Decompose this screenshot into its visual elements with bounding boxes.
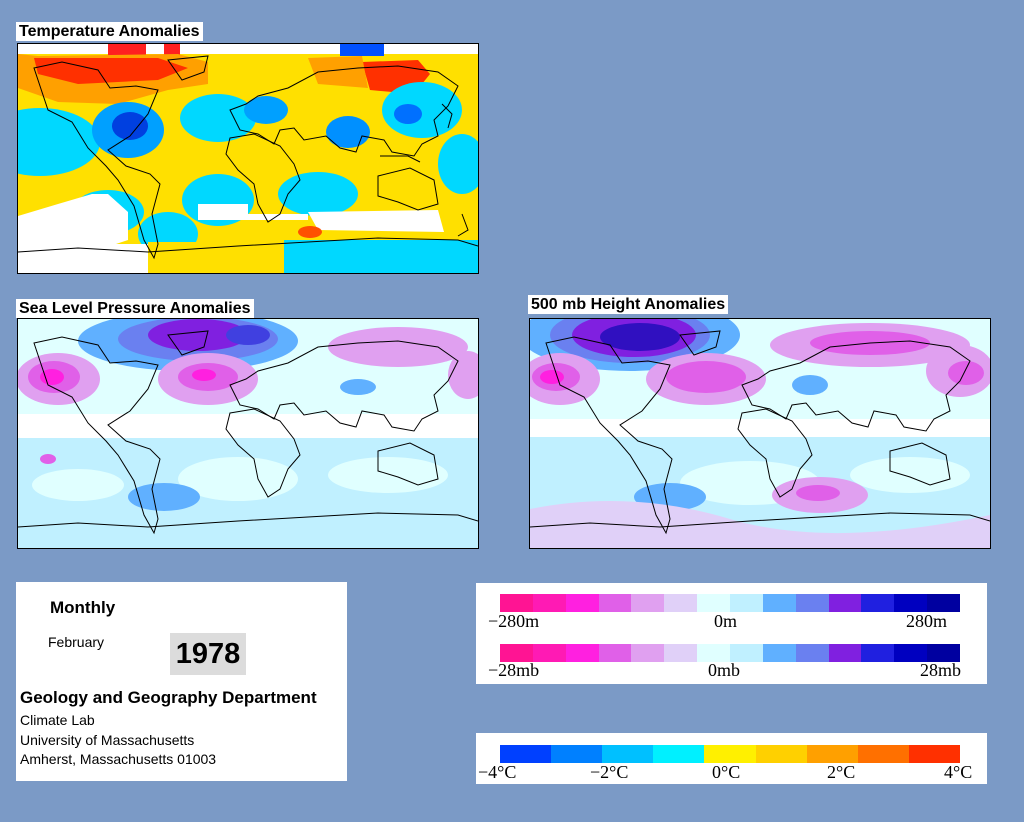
scale-swatch: [795, 644, 829, 662]
scale-swatch: [500, 594, 533, 612]
height-anomaly-field: [530, 319, 990, 548]
frequency-label: Monthly: [50, 598, 116, 617]
temperature-label: 0°C: [712, 762, 741, 782]
scale-swatch: [795, 594, 829, 612]
temperature-label: −2°C: [590, 762, 629, 782]
temperature-color-scale: [500, 745, 960, 763]
lab-name: Climate Lab: [20, 712, 95, 728]
scale-swatch: [762, 594, 796, 612]
university-name: University of Massachusetts: [20, 732, 195, 748]
height-pressure-legend: −280m 0m 280m −28mb 0mb 28mb: [476, 583, 987, 684]
scale-swatch: [653, 745, 705, 763]
temperature-label: 2°C: [827, 762, 856, 782]
scale-swatch: [730, 644, 763, 662]
scale-swatch: [697, 594, 731, 612]
temperature-anomaly-map: [17, 43, 479, 274]
scale-swatch: [664, 644, 698, 662]
scale-swatch: [598, 644, 632, 662]
scale-swatch: [532, 594, 566, 612]
slp-map-title: Sea Level Pressure Anomalies: [16, 299, 254, 318]
temperature-anomaly-field: [18, 44, 478, 273]
sea-level-pressure-map: [17, 318, 479, 549]
scale-swatch: [697, 644, 731, 662]
sea-level-pressure-field: [18, 319, 478, 548]
scale-swatch: [631, 644, 665, 662]
pressure-mid-label: 0mb: [708, 660, 741, 680]
year-display: 1978: [170, 633, 246, 675]
month-label: February: [48, 634, 105, 650]
height-anomaly-map: [529, 318, 991, 549]
scale-swatch: [762, 644, 796, 662]
scale-swatch: [500, 745, 552, 763]
scale-swatch: [861, 644, 895, 662]
pressure-min-label: −28mb: [488, 660, 540, 680]
scale-swatch: [602, 745, 654, 763]
address: Amherst, Massachusetts 01003: [20, 751, 217, 767]
scale-swatch: [565, 594, 599, 612]
pressure-max-label: 28mb: [920, 660, 962, 680]
info-panel: Monthly February 1978 Geology and Geogra…: [16, 582, 347, 781]
scale-swatch: [927, 644, 961, 662]
scale-swatch: [861, 594, 895, 612]
scale-swatch: [598, 594, 632, 612]
scale-swatch: [664, 594, 698, 612]
scale-swatch: [565, 644, 599, 662]
height-max-label: 280m: [906, 611, 948, 631]
temperature-map-title: Temperature Anomalies: [16, 22, 203, 41]
scale-swatch: [704, 745, 756, 763]
scale-swatch: [894, 594, 928, 612]
scale-swatch: [532, 644, 566, 662]
scale-swatch: [551, 745, 603, 763]
scale-swatch: [806, 745, 858, 763]
temperature-label: 4°C: [944, 762, 973, 782]
scale-swatch: [927, 594, 961, 612]
pressure-color-scale: [500, 644, 961, 662]
height-map-title: 500 mb Height Anomalies: [528, 295, 729, 314]
scale-swatch: [828, 594, 862, 612]
scale-swatch: [730, 594, 763, 612]
height-color-scale: [500, 594, 961, 612]
scale-swatch: [631, 594, 665, 612]
scale-swatch: [755, 745, 807, 763]
temperature-legend: −4°C −2°C 0°C 2°C 4°C: [476, 733, 987, 784]
temperature-label: −4°C: [478, 762, 517, 782]
scale-swatch: [828, 644, 862, 662]
scale-swatch: [908, 745, 960, 763]
department-name: Geology and Geography Department: [20, 688, 317, 707]
height-min-label: −280m: [488, 611, 540, 631]
scale-swatch: [857, 745, 909, 763]
scale-swatch: [894, 644, 928, 662]
height-mid-label: 0m: [714, 611, 738, 631]
scale-swatch: [500, 644, 533, 662]
